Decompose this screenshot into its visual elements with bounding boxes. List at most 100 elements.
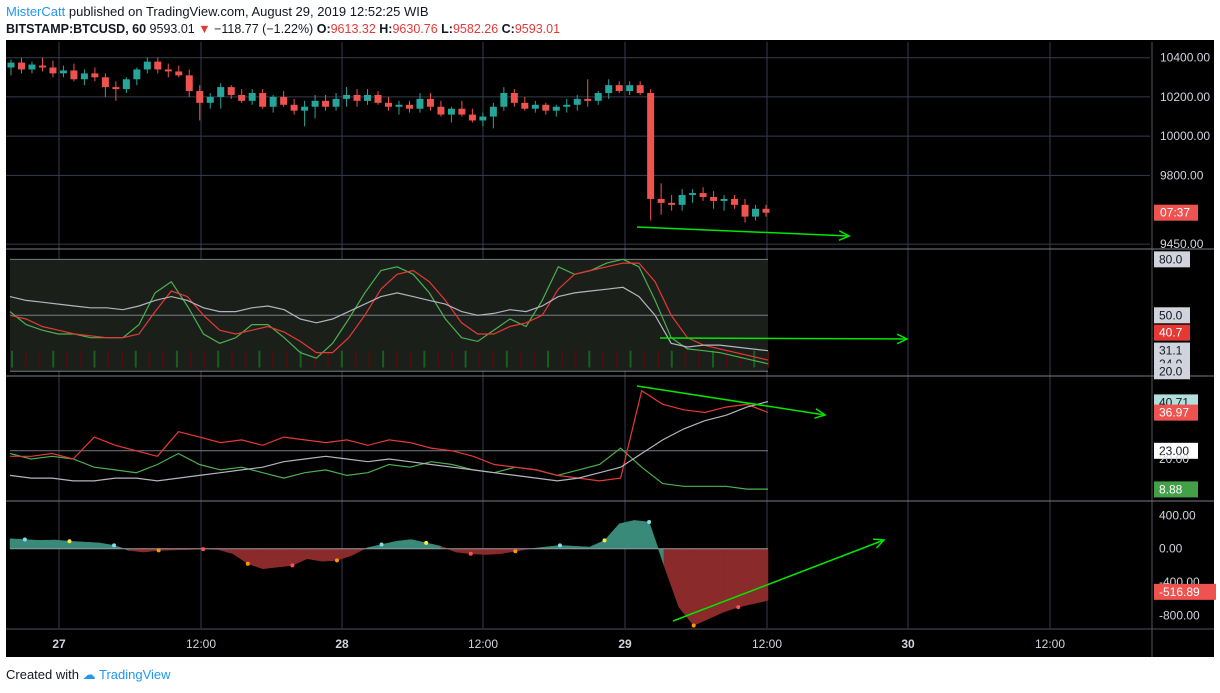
candle-body[interactable]: [133, 69, 141, 80]
momentum-dot: [112, 543, 117, 548]
candle-body[interactable]: [426, 98, 434, 107]
candle-body[interactable]: [468, 114, 476, 121]
minus-di-line[interactable]: [10, 389, 769, 482]
candle-body[interactable]: [301, 106, 309, 111]
candle-body[interactable]: [217, 87, 225, 97]
candle-body[interactable]: [689, 193, 697, 196]
momentum-area-segment: [24, 539, 40, 549]
price-trend-arrow[interactable]: [636, 226, 850, 237]
candle-body[interactable]: [353, 94, 361, 101]
candle-body[interactable]: [657, 198, 665, 203]
candle-body[interactable]: [227, 87, 235, 95]
rsi-line[interactable]: [9, 286, 769, 352]
candle-body[interactable]: [206, 96, 214, 103]
plus-di-line[interactable]: [9, 447, 768, 490]
candle-body[interactable]: [710, 196, 718, 201]
candle-body[interactable]: [731, 198, 739, 205]
momentum-area-segment: [485, 548, 501, 555]
candle-body[interactable]: [332, 98, 340, 107]
candle-body[interactable]: [458, 108, 466, 115]
candle-body[interactable]: [489, 106, 497, 117]
candle-body[interactable]: [678, 195, 686, 205]
candle-body[interactable]: [259, 93, 267, 107]
candle-body[interactable]: [447, 108, 455, 115]
candle-body[interactable]: [112, 87, 120, 90]
candle-body[interactable]: [143, 61, 151, 70]
candle-body[interactable]: [164, 69, 172, 72]
momentum-trend-arrow[interactable]: [672, 539, 885, 622]
momentum-pane[interactable]: [9, 520, 769, 628]
candle-body[interactable]: [38, 65, 46, 68]
candle-body[interactable]: [762, 208, 770, 213]
candle-body[interactable]: [154, 61, 162, 70]
candle-body[interactable]: [605, 85, 613, 94]
y-tick-label: 20.00: [1159, 452, 1189, 466]
dmi-pane[interactable]: [9, 389, 769, 490]
candle-body[interactable]: [101, 77, 109, 88]
candle-body[interactable]: [699, 193, 707, 197]
author-link[interactable]: MisterCatt: [6, 4, 66, 19]
axis-value-box: [1154, 583, 1216, 600]
candle-body[interactable]: [374, 94, 382, 103]
candle-body[interactable]: [322, 100, 330, 107]
drawing-arrows[interactable]: [636, 226, 909, 622]
candle-body[interactable]: [196, 91, 204, 103]
candle-body[interactable]: [17, 62, 25, 70]
candle-body[interactable]: [573, 98, 581, 105]
candle-body[interactable]: [542, 104, 550, 111]
candle-body[interactable]: [59, 70, 67, 74]
stoch-d-line[interactable]: [9, 262, 769, 361]
candle-body[interactable]: [594, 93, 602, 101]
candle-body[interactable]: [510, 93, 518, 103]
candle-body[interactable]: [364, 94, 372, 101]
candle-body[interactable]: [248, 93, 256, 101]
candle-body[interactable]: [185, 75, 193, 92]
candle-body[interactable]: [311, 100, 319, 107]
stoch-rsi-pane[interactable]: [9, 258, 769, 372]
axis-value-box: [1154, 404, 1198, 421]
candle-body[interactable]: [175, 71, 183, 76]
price-pane[interactable]: [7, 57, 770, 223]
candle-body[interactable]: [647, 93, 655, 199]
candle-body[interactable]: [521, 102, 529, 109]
axis-value-box: [1154, 442, 1198, 459]
dmi-trend-arrow[interactable]: [636, 385, 826, 416]
momentum-dot: [736, 605, 741, 610]
candle-body[interactable]: [615, 85, 623, 92]
candle-body[interactable]: [636, 85, 644, 94]
candle-body[interactable]: [500, 93, 508, 107]
candle-body[interactable]: [437, 106, 445, 115]
stoch-trend-arrow[interactable]: [659, 337, 908, 340]
candle-body[interactable]: [752, 208, 760, 217]
stoch-k-line[interactable]: [9, 258, 769, 365]
candle-body[interactable]: [49, 67, 57, 74]
candle-body[interactable]: [416, 98, 424, 109]
candle-body[interactable]: [584, 98, 592, 101]
candle-body[interactable]: [563, 104, 571, 107]
candle-body[interactable]: [91, 73, 99, 78]
candle-body[interactable]: [238, 94, 246, 101]
down-triangle-icon: ▼: [198, 22, 211, 36]
candle-body[interactable]: [290, 104, 298, 111]
candle-body[interactable]: [343, 94, 351, 99]
candle-body[interactable]: [668, 202, 676, 205]
candle-body[interactable]: [531, 104, 539, 109]
candle-body[interactable]: [80, 73, 88, 80]
candle-body[interactable]: [405, 104, 413, 109]
tradingview-brand[interactable]: TradingView: [99, 667, 171, 682]
candle-body[interactable]: [741, 204, 749, 217]
candle-body[interactable]: [385, 102, 392, 107]
candle-body[interactable]: [280, 96, 288, 105]
candle-body[interactable]: [626, 85, 634, 92]
candle-body[interactable]: [720, 198, 728, 201]
candle-body[interactable]: [70, 70, 78, 80]
candle-body[interactable]: [552, 106, 560, 111]
adx-line[interactable]: [9, 401, 769, 482]
candle-body[interactable]: [479, 116, 487, 121]
candle-body[interactable]: [122, 79, 130, 90]
candle-body[interactable]: [395, 104, 403, 107]
candle-body[interactable]: [7, 62, 15, 68]
candle-body[interactable]: [28, 64, 36, 70]
candle-body[interactable]: [269, 96, 277, 107]
